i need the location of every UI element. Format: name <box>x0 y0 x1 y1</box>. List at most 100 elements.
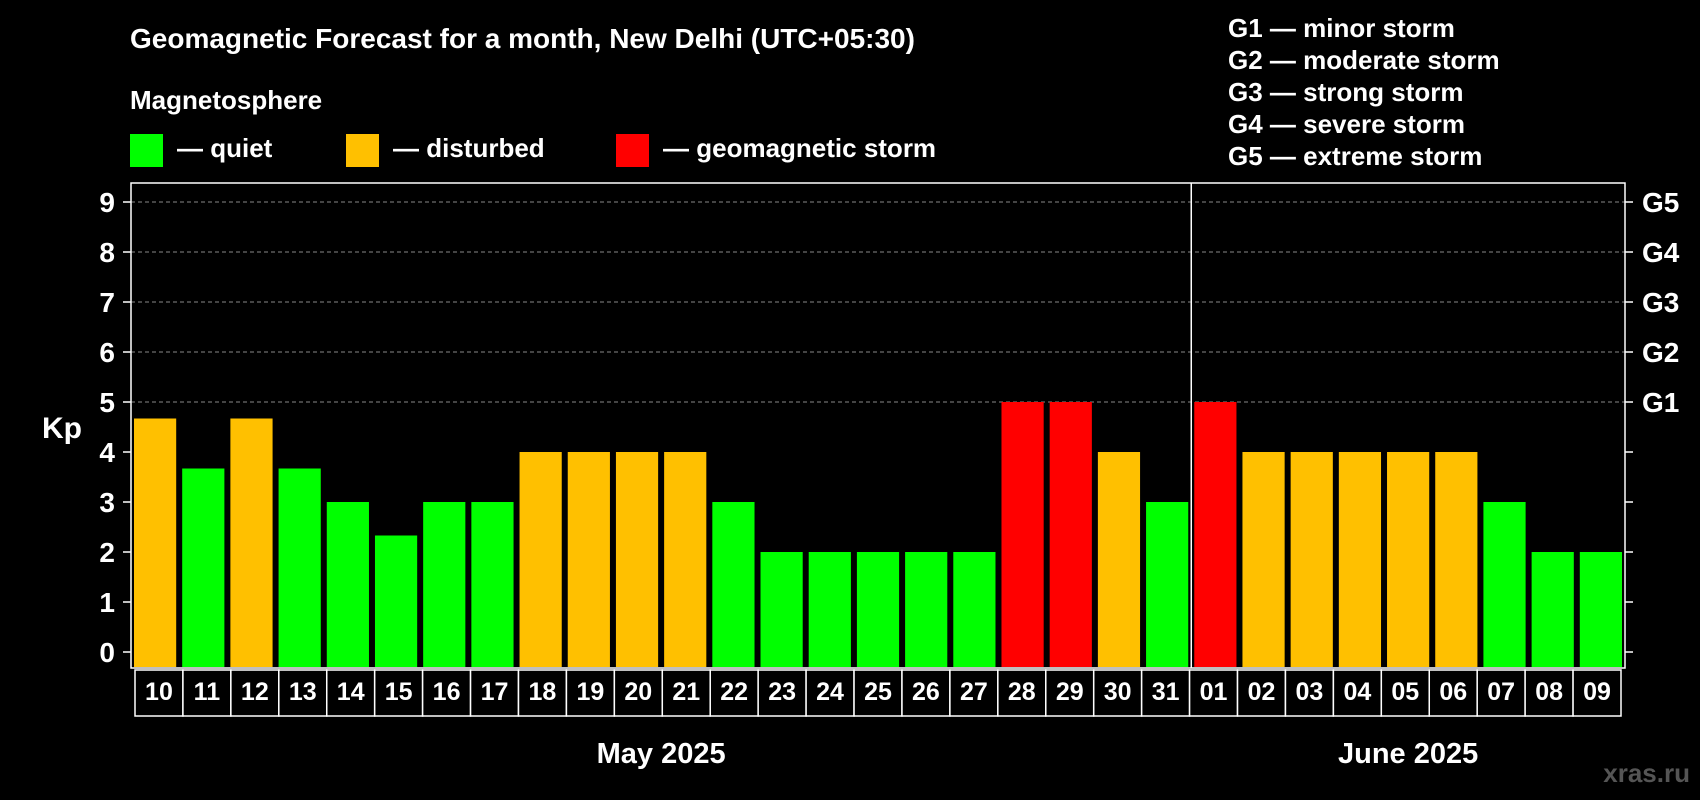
day-cell-16 <box>901 669 951 717</box>
right-axis-ticks: G1 G2 G3 G4 G5 <box>1625 187 1680 653</box>
storm-scale-g1: G1 — minor storm <box>1228 13 1455 43</box>
day-cell-24 <box>1284 669 1335 717</box>
day-label-7: 17 <box>481 678 509 706</box>
day-cell-13 <box>757 669 807 717</box>
legend-label-storm: — geomagnetic storm <box>663 133 936 163</box>
day-cell-2 <box>230 669 280 717</box>
day-label-3: 13 <box>289 678 317 706</box>
y-tick-label-7: 7 <box>99 287 115 318</box>
day-label-16: 26 <box>912 678 940 706</box>
bar-26 <box>905 552 948 667</box>
day-cell-27 <box>1428 669 1478 717</box>
day-label-17: 27 <box>960 678 988 706</box>
y-tick-label-9: 9 <box>99 187 115 218</box>
bar-30 <box>1097 452 1141 667</box>
storm-scale-g4: G4 — severe storm <box>1228 109 1465 139</box>
bar-04 <box>1338 452 1382 667</box>
y-axis-title: Kp <box>42 412 82 445</box>
bar-31 <box>1146 502 1189 667</box>
bar-24 <box>808 552 851 667</box>
day-label-23: 02 <box>1248 678 1276 706</box>
bar-01 <box>1194 402 1237 667</box>
legend-swatch-disturbed <box>346 134 379 167</box>
day-label-25: 04 <box>1343 678 1371 706</box>
day-cell-30 <box>1572 669 1622 717</box>
storm-scale-g2: G2 — moderate storm <box>1228 45 1500 75</box>
day-cell-21 <box>1140 669 1191 717</box>
y-axis-ticks: 0 1 2 3 4 5 6 7 8 9 <box>99 187 131 668</box>
legend-label-disturbed: — disturbed <box>393 133 545 163</box>
month-label-0: May 2025 <box>597 738 726 770</box>
bars <box>134 402 1622 667</box>
plot-border <box>130 182 1626 669</box>
bar-19 <box>567 452 610 667</box>
day-label-18: 28 <box>1008 678 1036 706</box>
right-tick-label-g2: G2 <box>1642 337 1679 368</box>
chart-title: Geomagnetic Forecast for a month, New De… <box>130 23 915 54</box>
day-label-19: 29 <box>1056 678 1084 706</box>
day-label-12: 22 <box>720 678 748 706</box>
storm-scale-legend: G1 — minor storm G2 — moderate storm G3 … <box>1228 13 1500 171</box>
day-cell-18 <box>997 669 1047 717</box>
day-label-8: 18 <box>529 678 557 706</box>
bar-14 <box>326 502 369 667</box>
day-cell-29 <box>1524 669 1574 717</box>
bar-29 <box>1049 402 1092 667</box>
y-tick-label-8: 8 <box>99 237 115 268</box>
bar-20 <box>615 452 659 667</box>
bar-03 <box>1290 452 1333 667</box>
bar-09 <box>1579 552 1622 667</box>
bar-25 <box>856 552 900 667</box>
day-label-30: 09 <box>1583 678 1611 706</box>
bar-12 <box>230 418 273 667</box>
day-cell-5 <box>373 669 424 717</box>
day-label-6: 16 <box>433 678 461 706</box>
storm-scale-g5: G5 — extreme storm <box>1228 141 1482 171</box>
day-label-1: 11 <box>194 678 221 706</box>
day-cell-17 <box>949 669 999 717</box>
y-tick-label-6: 6 <box>99 337 115 368</box>
bar-02 <box>1242 452 1285 667</box>
day-label-10: 20 <box>624 678 652 706</box>
right-tick-label-g4: G4 <box>1642 237 1680 268</box>
bar-22 <box>712 502 755 667</box>
legend-label-quiet: — quiet <box>177 133 273 163</box>
chart-subtitle: Magnetosphere <box>130 85 322 115</box>
bar-10 <box>134 418 177 667</box>
right-tick-label-g1: G1 <box>1642 387 1679 418</box>
bar-16 <box>423 502 466 667</box>
legend-swatch-storm <box>616 134 649 167</box>
day-label-28: 07 <box>1487 678 1515 706</box>
day-label-21: 31 <box>1152 678 1180 706</box>
right-tick-label-g5: G5 <box>1642 187 1679 218</box>
day-cell-20 <box>1092 669 1143 717</box>
y-tick-label-0: 0 <box>99 637 115 668</box>
legend: — quiet — disturbed — geomagnetic storm <box>130 133 936 167</box>
day-label-24: 03 <box>1296 678 1324 706</box>
bar-06 <box>1435 452 1478 667</box>
legend-swatch-quiet <box>130 134 163 167</box>
month-labels: May 2025 June 2025 <box>597 738 1479 770</box>
day-label-0: 10 <box>145 678 173 706</box>
bar-15 <box>374 535 418 667</box>
y-tick-label-1: 1 <box>99 587 115 618</box>
day-cell-0 <box>134 669 184 717</box>
bar-17 <box>471 502 514 667</box>
day-cell-19 <box>1045 669 1095 717</box>
day-cell-9 <box>565 669 616 717</box>
x-axis-day-labels: 10 11 12 13 14 15 16 17 18 19 20 21 22 23 24 25 26 27 28 29… <box>134 669 1622 717</box>
day-label-4: 14 <box>337 678 365 706</box>
y-tick-label-4: 4 <box>99 437 115 468</box>
day-label-27: 06 <box>1439 678 1467 706</box>
day-label-20: 30 <box>1104 678 1132 706</box>
day-label-5: 15 <box>385 678 413 706</box>
bar-11 <box>182 468 225 667</box>
day-label-22: 01 <box>1200 678 1228 706</box>
day-cell-6 <box>421 669 472 717</box>
day-label-14: 24 <box>816 678 844 706</box>
day-label-13: 23 <box>768 678 796 706</box>
day-cell-7 <box>469 669 520 717</box>
day-label-9: 19 <box>576 678 604 706</box>
bar-07 <box>1483 502 1526 667</box>
